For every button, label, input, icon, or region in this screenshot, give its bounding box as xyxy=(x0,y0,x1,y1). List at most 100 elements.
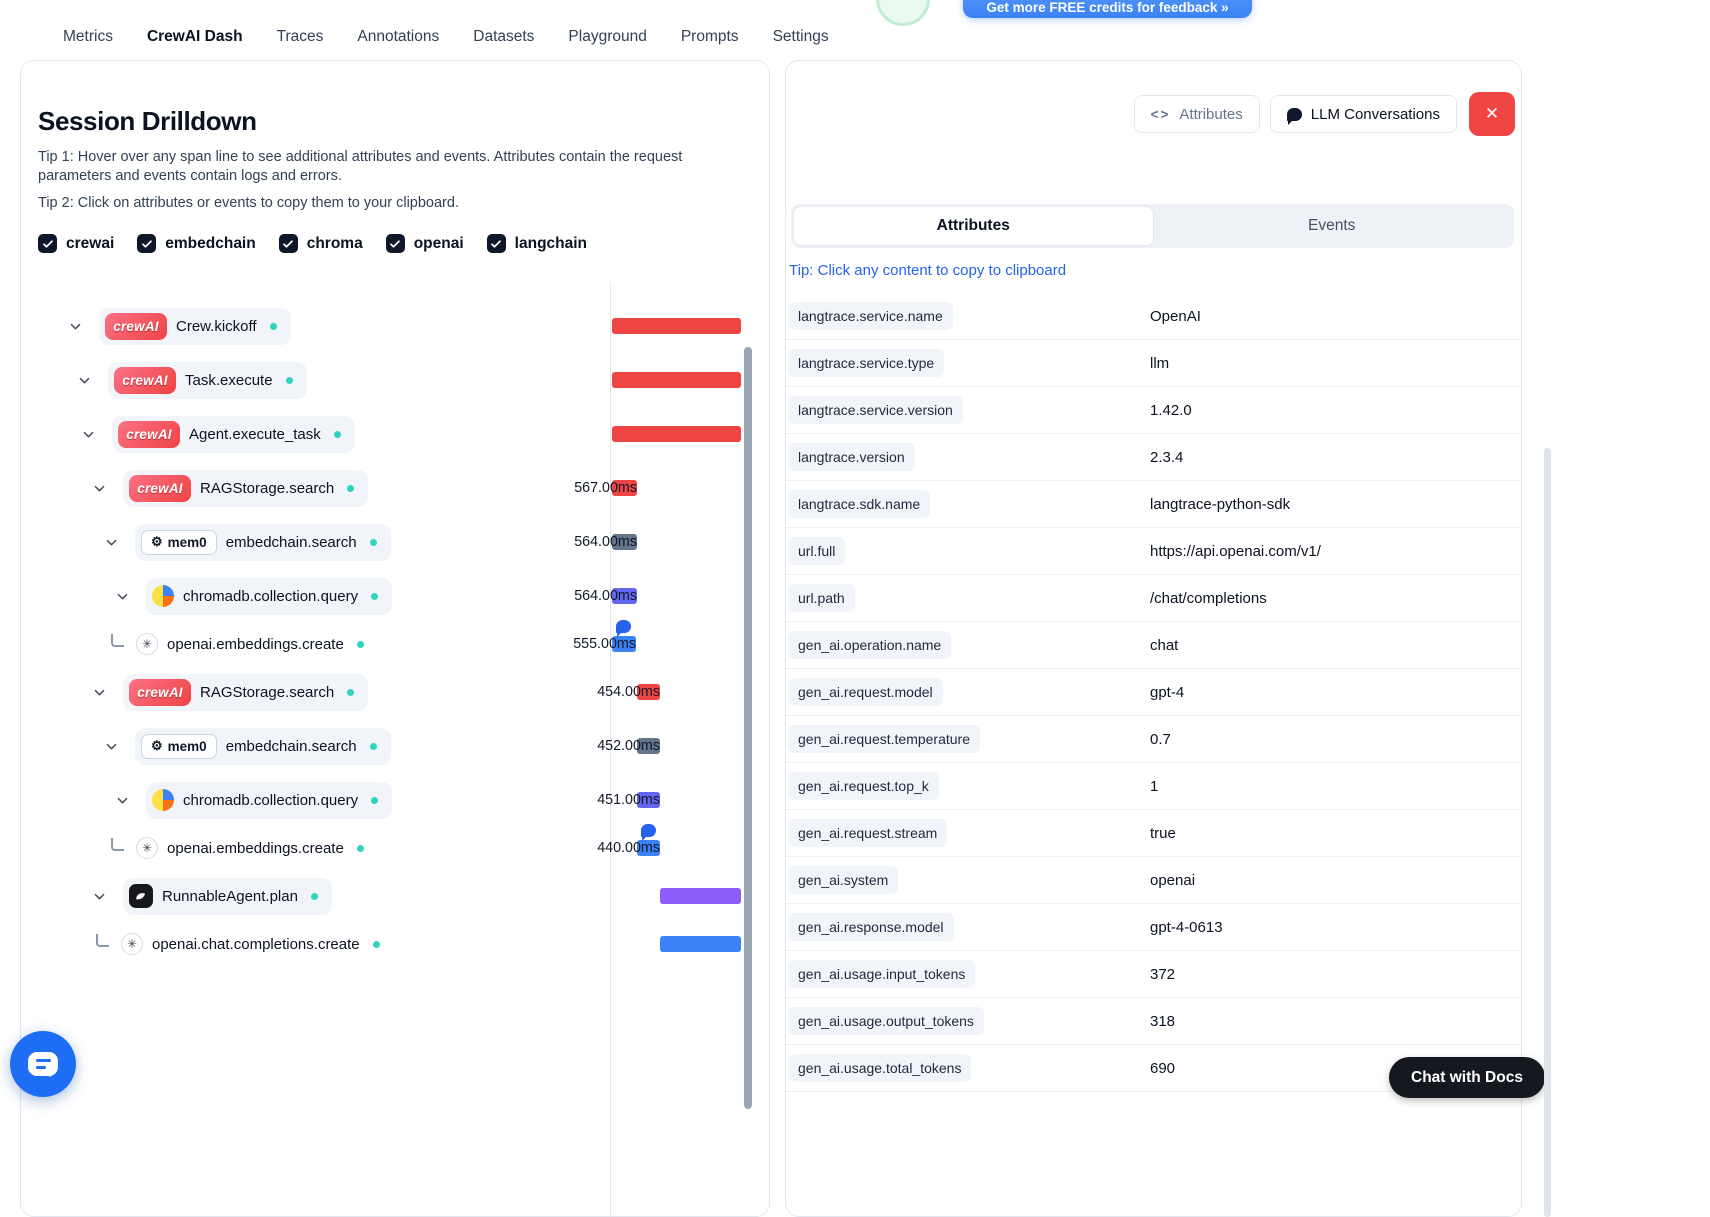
attribute-value[interactable]: 1 xyxy=(1150,777,1159,795)
filter-crewai[interactable]: crewai xyxy=(38,234,114,253)
attributes-button[interactable]: <> Attributes xyxy=(1133,95,1260,133)
attribute-key[interactable]: langtrace.service.name xyxy=(788,302,953,330)
attribute-value[interactable]: llm xyxy=(1150,354,1170,372)
span-label[interactable]: crewAI Task.execute xyxy=(108,361,307,399)
span-label[interactable]: RunnableAgent.plan xyxy=(123,877,332,915)
span-bar[interactable] xyxy=(637,792,660,808)
attribute-key[interactable]: gen_ai.usage.output_tokens xyxy=(788,1007,984,1035)
attribute-value[interactable]: /chat/completions xyxy=(1150,589,1267,607)
attribute-value[interactable]: https://api.openai.com/v1/ xyxy=(1150,542,1321,560)
attribute-value[interactable]: gpt-4 xyxy=(1150,683,1185,701)
span-bar[interactable] xyxy=(660,936,741,952)
span-bar[interactable] xyxy=(612,636,636,652)
attribute-key[interactable]: langtrace.sdk.name xyxy=(788,490,931,518)
span-bar[interactable] xyxy=(612,588,637,604)
span-row: crewAI Task.execute xyxy=(21,353,769,407)
attribute-value[interactable]: true xyxy=(1150,824,1176,842)
tab-attributes[interactable]: Attributes xyxy=(794,207,1153,245)
filter-embedchain[interactable]: embedchain xyxy=(137,234,256,253)
attribute-key[interactable]: langtrace.version xyxy=(788,443,915,471)
tab-traces[interactable]: Traces xyxy=(276,28,324,45)
page-scrollbar[interactable] xyxy=(1544,448,1551,1217)
attribute-key[interactable]: gen_ai.request.top_k xyxy=(788,772,939,800)
attribute-value[interactable]: openai xyxy=(1150,871,1196,889)
attribute-key[interactable]: gen_ai.operation.name xyxy=(788,631,952,659)
filter-langchain[interactable]: langchain xyxy=(486,234,587,253)
filter-openai[interactable]: openai xyxy=(385,234,464,253)
chevron-down-icon[interactable] xyxy=(92,481,107,496)
attribute-key[interactable]: url.full xyxy=(788,537,846,565)
attribute-value[interactable]: 690 xyxy=(1150,1059,1176,1077)
span-bar[interactable] xyxy=(612,480,637,496)
tab-annotations[interactable]: Annotations xyxy=(357,28,440,45)
attribute-value[interactable]: 318 xyxy=(1150,1012,1176,1030)
avatar[interactable] xyxy=(876,0,930,26)
span-label[interactable]: ✳ openai.embeddings.create xyxy=(136,633,364,655)
span-bar[interactable] xyxy=(612,372,741,388)
checkbox-checked-icon[interactable] xyxy=(137,234,157,253)
span-label[interactable]: chromadb.collection.query xyxy=(146,781,393,819)
checkbox-checked-icon[interactable] xyxy=(486,234,506,253)
attribute-key[interactable]: langtrace.service.type xyxy=(788,349,945,377)
tab-settings[interactable]: Settings xyxy=(772,28,829,45)
chat-with-docs-button[interactable]: Chat with Docs xyxy=(1389,1057,1545,1098)
attribute-value[interactable]: OpenAI xyxy=(1150,307,1201,325)
span-bar[interactable] xyxy=(637,840,660,856)
attribute-key[interactable]: gen_ai.usage.input_tokens xyxy=(788,960,976,988)
span-label[interactable]: ✳ openai.chat.completions.create xyxy=(121,933,380,955)
span-label[interactable]: ⚙ mem0 embedchain.search xyxy=(135,523,391,561)
close-button[interactable]: ✕ xyxy=(1469,92,1515,136)
attribute-key[interactable]: gen_ai.request.model xyxy=(788,678,943,706)
attribute-key[interactable]: gen_ai.request.temperature xyxy=(788,725,980,753)
attribute-value[interactable]: chat xyxy=(1150,636,1179,654)
checkbox-checked-icon[interactable] xyxy=(38,234,57,253)
chevron-down-icon[interactable] xyxy=(115,589,130,604)
attribute-key[interactable]: url.path xyxy=(788,584,855,612)
attribute-key[interactable]: gen_ai.response.model xyxy=(788,913,954,941)
attribute-key[interactable]: gen_ai.system xyxy=(788,866,899,894)
span-bar[interactable] xyxy=(637,684,660,700)
chevron-down-icon[interactable] xyxy=(92,889,107,904)
span-label[interactable]: crewAI RAGStorage.search xyxy=(123,469,369,507)
chevron-down-icon[interactable] xyxy=(81,427,96,442)
chevron-down-icon[interactable] xyxy=(104,535,119,550)
span-bar[interactable] xyxy=(612,318,741,334)
attribute-value[interactable]: 2.3.4 xyxy=(1150,448,1184,466)
checkbox-checked-icon[interactable] xyxy=(278,234,298,253)
span-label[interactable]: ⚙ mem0 embedchain.search xyxy=(135,727,391,765)
llm-conversations-button[interactable]: LLM Conversations xyxy=(1269,95,1457,133)
span-bar[interactable] xyxy=(612,426,741,442)
span-label[interactable]: chromadb.collection.query xyxy=(146,577,393,615)
span-label[interactable]: crewAI Agent.execute_task xyxy=(112,415,355,453)
tab-events[interactable]: Events xyxy=(1308,217,1356,234)
span-bar[interactable] xyxy=(612,534,637,550)
chevron-down-icon[interactable] xyxy=(115,793,130,808)
attribute-key[interactable]: gen_ai.request.stream xyxy=(788,819,948,847)
attribute-key[interactable]: langtrace.service.version xyxy=(788,396,963,424)
span-bar[interactable] xyxy=(660,888,741,904)
chat-widget-button[interactable] xyxy=(10,1031,76,1097)
tab-crewai-dash[interactable]: CrewAI Dash xyxy=(129,0,260,67)
chevron-down-icon[interactable] xyxy=(92,685,107,700)
span-label[interactable]: ✳ openai.embeddings.create xyxy=(136,837,364,859)
attribute-value[interactable]: 1.42.0 xyxy=(1150,401,1192,419)
attribute-value[interactable]: langtrace-python-sdk xyxy=(1150,495,1291,513)
credits-button[interactable]: Get more FREE credits for feedback » xyxy=(963,0,1252,18)
attribute-key[interactable]: gen_ai.usage.total_tokens xyxy=(788,1054,972,1082)
filter-chroma[interactable]: chroma xyxy=(278,234,363,253)
tab-metrics[interactable]: Metrics xyxy=(63,28,113,45)
chevron-down-icon[interactable] xyxy=(68,319,83,334)
span-label[interactable]: crewAI RAGStorage.search xyxy=(123,673,369,711)
chevron-down-icon[interactable] xyxy=(104,739,119,754)
chevron-down-icon[interactable] xyxy=(77,373,92,388)
tree-scrollbar[interactable] xyxy=(744,347,752,1109)
span-label[interactable]: crewAI Crew.kickoff xyxy=(99,307,291,345)
tab-datasets[interactable]: Datasets xyxy=(473,28,535,45)
attribute-value[interactable]: 372 xyxy=(1150,965,1176,983)
span-bar[interactable] xyxy=(637,738,660,754)
checkbox-checked-icon[interactable] xyxy=(385,234,405,253)
tab-prompts[interactable]: Prompts xyxy=(680,28,739,45)
attribute-value[interactable]: 0.7 xyxy=(1150,730,1171,748)
tab-playground[interactable]: Playground xyxy=(568,28,647,45)
attribute-value[interactable]: gpt-4-0613 xyxy=(1150,918,1223,936)
